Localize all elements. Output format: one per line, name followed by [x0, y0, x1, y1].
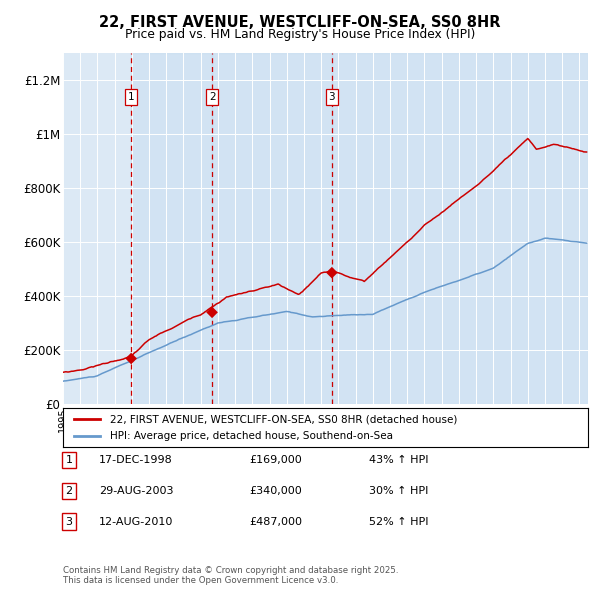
Bar: [131, 53, 212, 404]
Point: [207, 307, 217, 317]
Text: Price paid vs. HM Land Registry's House Price Index (HPI): Price paid vs. HM Land Registry's House …: [125, 28, 475, 41]
Bar: [332, 53, 588, 404]
Text: 22, FIRST AVENUE, WESTCLIFF-ON-SEA, SS0 8HR: 22, FIRST AVENUE, WESTCLIFF-ON-SEA, SS0 …: [99, 15, 501, 30]
Text: 29-AUG-2003: 29-AUG-2003: [99, 486, 173, 496]
Text: 2: 2: [209, 92, 215, 102]
Text: 30% ↑ HPI: 30% ↑ HPI: [369, 486, 428, 496]
Text: £169,000: £169,000: [249, 455, 302, 465]
Text: 17-DEC-1998: 17-DEC-1998: [99, 455, 173, 465]
Text: 3: 3: [329, 92, 335, 102]
Point: [127, 354, 136, 363]
Text: HPI: Average price, detached house, Southend-on-Sea: HPI: Average price, detached house, Sout…: [110, 431, 393, 441]
Text: 1: 1: [65, 455, 73, 465]
Bar: [212, 53, 332, 404]
Point: [327, 268, 337, 277]
Text: 52% ↑ HPI: 52% ↑ HPI: [369, 517, 428, 526]
Text: 3: 3: [65, 517, 73, 526]
Text: 22, FIRST AVENUE, WESTCLIFF-ON-SEA, SS0 8HR (detached house): 22, FIRST AVENUE, WESTCLIFF-ON-SEA, SS0 …: [110, 414, 458, 424]
Text: 1: 1: [128, 92, 134, 102]
Text: 2: 2: [65, 486, 73, 496]
Text: £487,000: £487,000: [249, 517, 302, 526]
Text: £340,000: £340,000: [249, 486, 302, 496]
Text: 12-AUG-2010: 12-AUG-2010: [99, 517, 173, 526]
Text: Contains HM Land Registry data © Crown copyright and database right 2025.
This d: Contains HM Land Registry data © Crown c…: [63, 566, 398, 585]
Text: 43% ↑ HPI: 43% ↑ HPI: [369, 455, 428, 465]
